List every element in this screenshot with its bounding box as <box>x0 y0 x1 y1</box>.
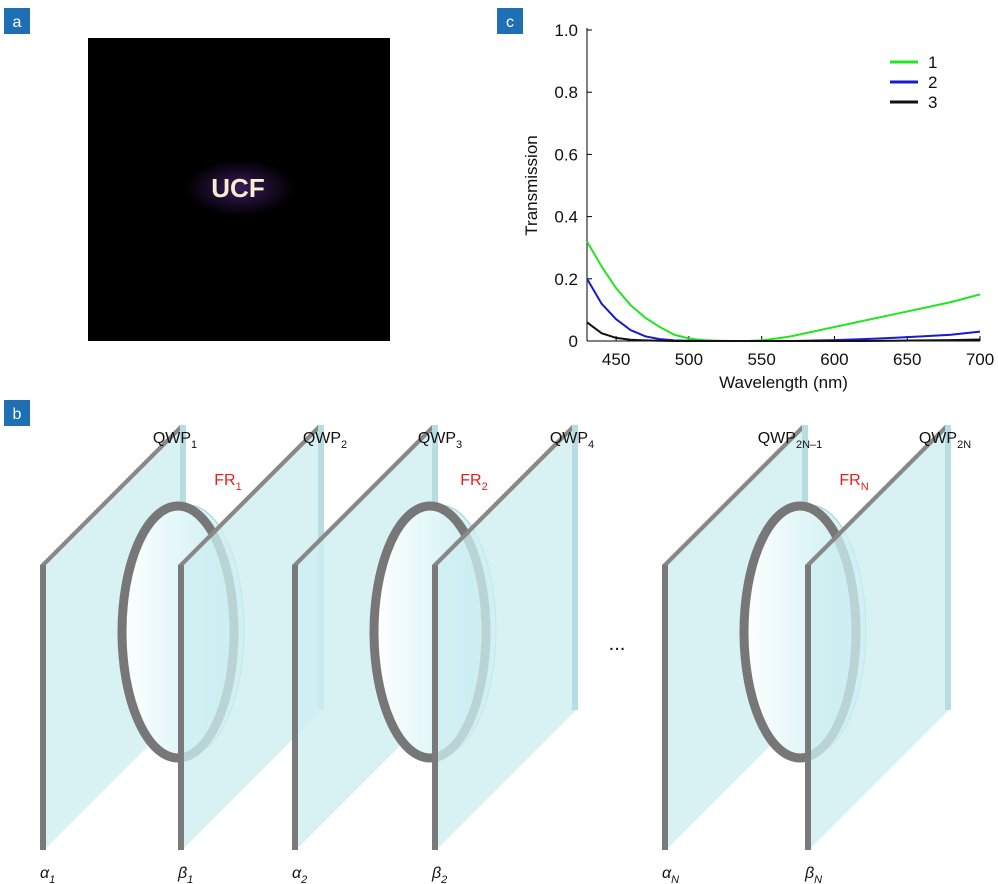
label-base: QWP <box>418 430 456 447</box>
diagram-label: β2 <box>431 865 447 884</box>
panel-label: b <box>13 406 22 423</box>
plate-face <box>184 425 324 848</box>
plate-top <box>805 425 951 565</box>
plate-top <box>432 425 578 565</box>
diagram-label: QWP1 <box>153 430 197 451</box>
label-sub: 2N <box>957 439 971 451</box>
label-sub: 2 <box>440 874 447 884</box>
diagram-label: α2 <box>292 865 307 884</box>
label-sub: 1 <box>191 439 197 451</box>
plate-side <box>572 425 578 710</box>
panel-badge <box>4 8 30 34</box>
data-line <box>586 278 981 342</box>
label-base: FR <box>839 472 860 489</box>
plate-face <box>811 425 951 848</box>
diagram-label: βN <box>804 865 822 884</box>
label-base: QWP <box>153 430 191 447</box>
label-base: QWP <box>303 430 341 447</box>
label-base: FR <box>460 472 481 489</box>
label-base: QWP <box>550 430 588 447</box>
plate-edge <box>292 565 298 850</box>
plate-top <box>292 425 438 565</box>
x-tick-label: 650 <box>893 350 921 369</box>
label-sub: 4 <box>588 439 594 451</box>
plate-top <box>178 425 324 565</box>
label-sub: 3 <box>456 439 462 451</box>
plate-face <box>438 425 578 848</box>
diagram-label: FR2 <box>460 472 487 493</box>
panel-label: a <box>13 14 22 31</box>
diagram-label: β1 <box>177 865 193 884</box>
plate-top <box>40 425 186 565</box>
diagram-label: α1 <box>40 865 55 884</box>
label-base: α <box>40 865 50 882</box>
panel-badge <box>497 8 523 34</box>
y-axis-label: Transmission <box>522 135 541 235</box>
label-sub: 2 <box>300 874 307 884</box>
x-tick-label: 600 <box>820 350 848 369</box>
data-line <box>586 321 981 342</box>
y-tick-label: 0.6 <box>554 145 578 164</box>
label-sub: N <box>814 874 822 884</box>
label-sub: 2 <box>341 439 347 451</box>
image-text: UCF <box>211 173 264 203</box>
label-sub: 2N–1 <box>796 439 822 451</box>
label-sub: N <box>671 874 679 884</box>
legend-label: 1 <box>928 53 937 72</box>
diagram-label: QWP4 <box>550 430 594 451</box>
label-base: β <box>431 865 441 882</box>
panel-label: c <box>506 14 514 31</box>
label-base: QWP <box>758 430 796 447</box>
plate-edge <box>805 565 811 850</box>
label-base: β <box>804 865 814 882</box>
diagram-label: QWP2 <box>303 430 347 451</box>
plate-edge <box>178 565 184 850</box>
y-tick-label: 0 <box>569 332 578 351</box>
y-tick-label: 0.8 <box>554 83 578 102</box>
label-base: QWP <box>919 430 957 447</box>
chart: 0 0.2 0.4 0.6 0.8 1.0 450 500 550 600 650 700 Wavele… <box>522 21 994 392</box>
diagram-label: FRN <box>839 472 868 493</box>
diagram-label: QWP2N–1 <box>758 430 823 451</box>
x-tick-label: 500 <box>675 350 703 369</box>
label-sub: 1 <box>49 874 55 884</box>
label-sub: 2 <box>482 481 488 493</box>
label-base: FR <box>214 472 235 489</box>
data-line <box>586 240 981 342</box>
x-axis-label: Wavelength (nm) <box>719 373 848 392</box>
label-sub: 1 <box>236 481 242 493</box>
label-sub: 1 <box>187 874 193 884</box>
plate-edge <box>432 565 438 850</box>
diagram-label: FR1 <box>214 472 241 493</box>
label-base: α <box>292 865 302 882</box>
y-tick-label: 0.4 <box>554 208 578 227</box>
label-sub: N <box>861 481 869 493</box>
diagram-label: QWP2N <box>919 430 971 451</box>
legend-label: 3 <box>928 93 937 112</box>
y-tick-label: 1.0 <box>554 21 578 40</box>
legend-label: 2 <box>928 73 937 92</box>
ellipsis: ... <box>609 633 626 655</box>
x-tick-label: 450 <box>602 350 630 369</box>
plate-top <box>662 425 808 565</box>
diagram-label: QWP3 <box>418 430 462 451</box>
plate-edge <box>662 565 668 850</box>
plate-edge <box>40 565 46 850</box>
label-base: α <box>662 865 672 882</box>
x-tick-label: 700 <box>966 350 994 369</box>
label-base: β <box>177 865 187 882</box>
panel-badge <box>4 400 30 426</box>
glow <box>185 160 295 216</box>
plate-side <box>945 425 951 710</box>
x-tick-label: 550 <box>747 350 775 369</box>
diagram-label: αN <box>662 865 679 884</box>
y-tick-label: 0.2 <box>554 270 578 289</box>
